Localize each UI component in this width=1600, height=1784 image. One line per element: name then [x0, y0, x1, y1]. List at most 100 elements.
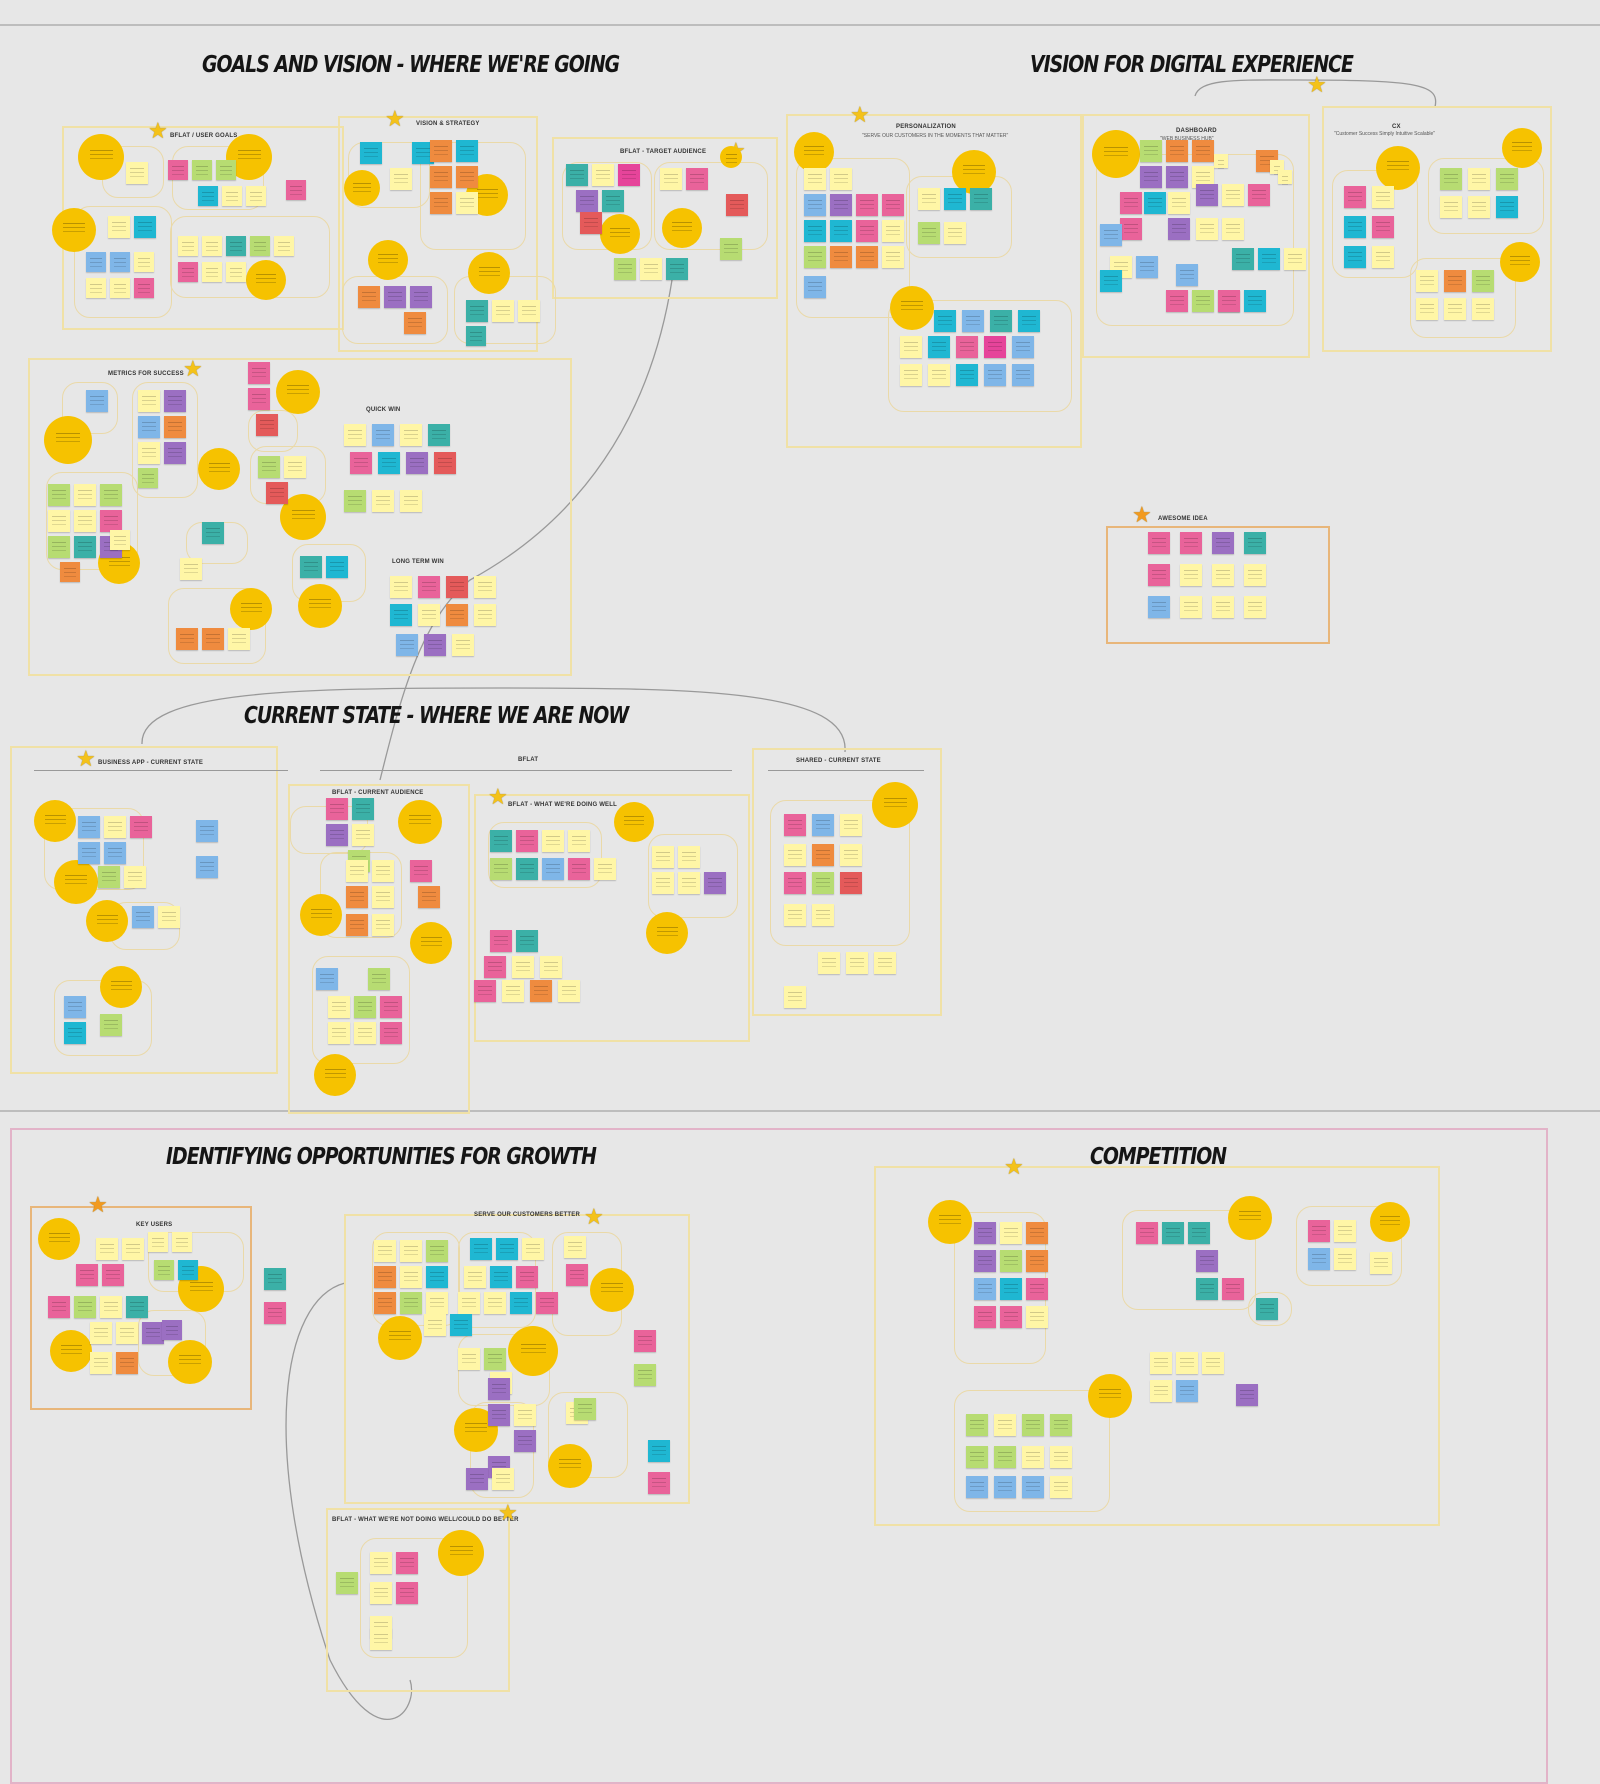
yellow-circle-note[interactable]	[100, 966, 142, 1008]
sticky-note[interactable]	[1244, 532, 1266, 554]
sticky-note[interactable]	[974, 1250, 996, 1272]
sticky-note[interactable]	[928, 336, 950, 358]
sticky-note[interactable]	[346, 860, 368, 882]
sticky-note[interactable]	[566, 1264, 588, 1286]
star-icon[interactable]: ★	[1004, 1154, 1024, 1179]
sticky-note[interactable]	[652, 846, 674, 868]
frame-metrics[interactable]	[28, 358, 572, 676]
sticky-note[interactable]	[412, 142, 434, 164]
sticky-note[interactable]	[542, 858, 564, 880]
star-icon[interactable]: ★	[1132, 502, 1152, 527]
sticky-note[interactable]	[404, 312, 426, 334]
sticky-note[interactable]	[1334, 1220, 1356, 1242]
sticky-note[interactable]	[1148, 564, 1170, 586]
sticky-note[interactable]	[216, 160, 236, 180]
sticky-note[interactable]	[164, 442, 186, 464]
yellow-circle-note[interactable]	[276, 370, 320, 414]
sticky-note[interactable]	[418, 886, 440, 908]
sticky-note[interactable]	[354, 1022, 376, 1044]
sticky-note[interactable]	[1100, 270, 1122, 292]
sticky-note[interactable]	[804, 168, 826, 190]
yellow-circle-note[interactable]	[646, 912, 688, 954]
sticky-note[interactable]	[804, 246, 826, 268]
sticky-note[interactable]	[74, 484, 96, 506]
sticky-note[interactable]	[1472, 298, 1494, 320]
sticky-note[interactable]	[100, 1296, 122, 1318]
sticky-note[interactable]	[1278, 170, 1292, 184]
sticky-note[interactable]	[328, 996, 350, 1018]
sticky-note[interactable]	[784, 844, 806, 866]
sticky-group[interactable]	[1296, 1206, 1402, 1286]
star-icon[interactable]: ★	[183, 356, 203, 381]
sticky-note[interactable]	[804, 220, 826, 242]
sticky-note[interactable]	[726, 194, 748, 216]
sticky-group[interactable]	[1428, 158, 1544, 234]
sticky-note[interactable]	[368, 968, 390, 990]
sticky-note[interactable]	[100, 1014, 122, 1036]
sticky-note[interactable]	[354, 996, 376, 1018]
yellow-circle-note[interactable]	[198, 448, 240, 490]
sticky-note[interactable]	[430, 192, 452, 214]
sticky-note[interactable]	[1256, 1298, 1278, 1320]
sticky-group[interactable]	[770, 800, 910, 946]
sticky-note[interactable]	[400, 1240, 422, 1262]
sticky-note[interactable]	[74, 536, 96, 558]
sticky-note[interactable]	[466, 300, 488, 322]
sticky-group[interactable]	[46, 472, 138, 570]
yellow-circle-note[interactable]	[794, 132, 834, 172]
sticky-note[interactable]	[78, 842, 100, 864]
sticky-group[interactable]	[132, 382, 198, 498]
yellow-circle-note[interactable]	[314, 1054, 356, 1096]
sticky-note[interactable]	[594, 858, 616, 880]
sticky-note[interactable]	[536, 1292, 558, 1314]
frame-not-doing-well[interactable]	[326, 1508, 510, 1692]
yellow-circle-note[interactable]	[1370, 1202, 1410, 1242]
sticky-note[interactable]	[1284, 248, 1306, 270]
sticky-note[interactable]	[1022, 1446, 1044, 1468]
yellow-circle-note[interactable]	[468, 252, 510, 294]
sticky-note[interactable]	[446, 604, 468, 626]
sticky-note[interactable]	[178, 1260, 198, 1280]
sticky-note[interactable]	[640, 258, 662, 280]
sticky-note[interactable]	[1248, 184, 1270, 206]
sticky-note[interactable]	[1308, 1248, 1330, 1270]
sticky-note[interactable]	[158, 906, 180, 928]
frame-target-audience[interactable]	[552, 137, 778, 299]
sticky-note[interactable]	[1176, 1380, 1198, 1402]
yellow-circle-note[interactable]	[928, 1200, 972, 1244]
sticky-note[interactable]	[372, 860, 394, 882]
sticky-note[interactable]	[1192, 166, 1214, 188]
sticky-note[interactable]	[666, 258, 688, 280]
yellow-circle-note[interactable]	[1502, 128, 1542, 168]
frame-dashboard[interactable]	[1082, 114, 1310, 358]
sticky-note[interactable]	[918, 188, 940, 210]
sticky-note[interactable]	[1202, 1352, 1224, 1374]
star-icon[interactable]: ★	[584, 1204, 604, 1229]
yellow-circle-note[interactable]	[662, 208, 702, 248]
sticky-note[interactable]	[1416, 298, 1438, 320]
sticky-group[interactable]	[648, 834, 738, 918]
sticky-note[interactable]	[466, 1468, 488, 1490]
sticky-note[interactable]	[378, 452, 400, 474]
sticky-note[interactable]	[514, 1430, 536, 1452]
sticky-note[interactable]	[250, 236, 270, 256]
sticky-note[interactable]	[264, 1302, 286, 1324]
sticky-note[interactable]	[516, 1266, 538, 1288]
sticky-note[interactable]	[566, 164, 588, 186]
sticky-note[interactable]	[126, 1296, 148, 1318]
sticky-group[interactable]	[796, 158, 910, 318]
frame-serve-customers[interactable]	[344, 1214, 690, 1504]
sticky-note[interactable]	[974, 1278, 996, 1300]
star-icon[interactable]: ★	[385, 106, 405, 131]
sticky-note[interactable]	[178, 262, 198, 282]
sticky-note[interactable]	[490, 858, 512, 880]
sticky-note[interactable]	[180, 558, 202, 580]
sticky-note[interactable]	[484, 956, 506, 978]
sticky-note[interactable]	[352, 798, 374, 820]
sticky-note[interactable]	[154, 1260, 174, 1280]
sticky-note[interactable]	[522, 1238, 544, 1260]
sticky-note[interactable]	[162, 1320, 182, 1340]
sticky-note[interactable]	[1196, 184, 1218, 206]
sticky-note[interactable]	[424, 1314, 446, 1336]
sticky-note[interactable]	[458, 1292, 480, 1314]
